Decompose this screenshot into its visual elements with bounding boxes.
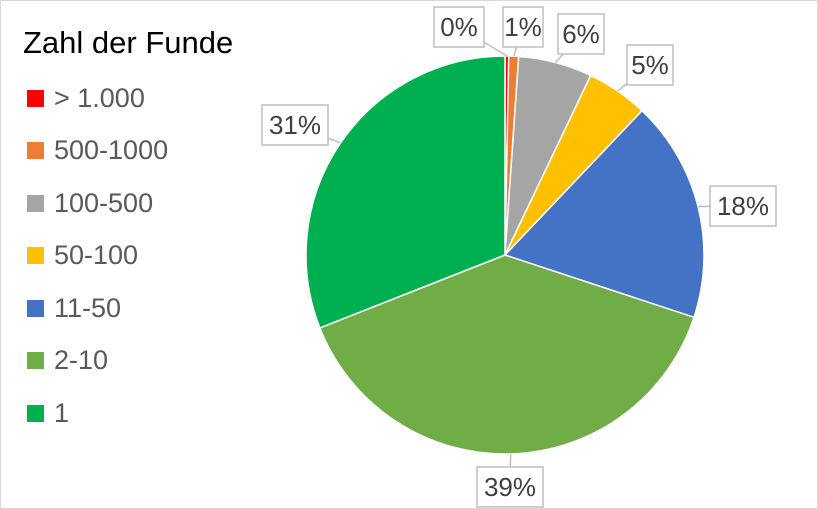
legend-title: Zahl der Funde [23, 25, 234, 60]
legend-item: 50-100 [27, 239, 138, 273]
data-label: 6% [555, 13, 605, 64]
data-label-box [433, 6, 485, 48]
legend-label: 50-100 [54, 240, 139, 270]
data-label-box [557, 13, 605, 55]
data-label-text: 18% [717, 191, 769, 221]
data-label-box [261, 104, 329, 146]
legend-swatch [27, 352, 44, 369]
leader-line [483, 41, 508, 57]
legend-item: 1 [27, 396, 69, 430]
legend-label: 2-10 [54, 345, 109, 375]
leader-line [555, 53, 564, 64]
legend-swatch [27, 89, 44, 107]
data-label-text: 5% [631, 50, 669, 80]
data-label: 39% [476, 453, 544, 508]
data-label: 31% [261, 104, 341, 146]
pie-slice [305, 55, 506, 329]
leader-line [327, 137, 341, 144]
legend-item: > 1.000 [27, 81, 145, 115]
legend-swatch [27, 404, 44, 422]
data-label-box [626, 44, 674, 86]
data-label-box [709, 185, 777, 227]
legend-label: 1 [54, 397, 70, 428]
legend-swatch [27, 247, 44, 264]
legend-item: 500-1000 [27, 134, 168, 168]
data-label-box [476, 466, 544, 508]
data-label-text: 0% [440, 12, 478, 42]
data-label: 18% [697, 185, 777, 227]
data-label-text: 1% [504, 12, 542, 42]
legend-label: 11-50 [54, 292, 122, 323]
data-label: 5% [617, 44, 674, 92]
legend-label: 100-500 [54, 187, 154, 218]
data-label-box [502, 6, 544, 48]
legend-swatch [27, 299, 44, 317]
legend-item: 11-50 [27, 291, 121, 325]
leader-line [617, 83, 628, 92]
legend-item: 100-500 [27, 186, 153, 220]
data-label-text: 39% [484, 472, 536, 502]
pie-slice [503, 109, 705, 319]
data-label-text: 6% [562, 19, 600, 49]
data-label: 0% [433, 6, 508, 57]
data-label: 1% [502, 6, 544, 57]
data-labels: 0% 1% 6% 5% 18% 39% 31% [261, 6, 777, 508]
legend-label: 500-1000 [54, 135, 169, 165]
legend-swatch [27, 142, 44, 159]
data-label-text: 31% [269, 110, 321, 140]
pie-slices [305, 55, 705, 455]
leader-line [513, 46, 518, 57]
legend-swatch [27, 194, 44, 212]
legend-item: 2-10 [27, 344, 108, 378]
legend-label: > 1.000 [54, 82, 145, 113]
